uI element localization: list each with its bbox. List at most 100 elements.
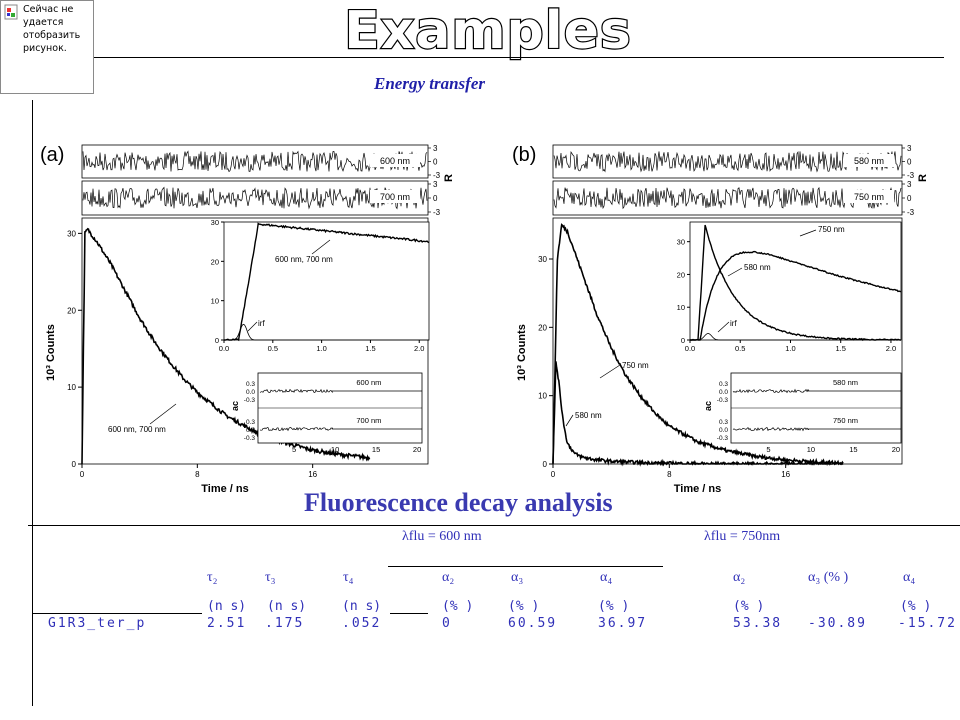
group-underline	[388, 566, 663, 567]
ac-trace	[259, 388, 334, 393]
inset-annotation: 750 nm	[818, 225, 845, 234]
ac-trace	[732, 427, 809, 432]
inset-x-tick-label: 2.0	[886, 344, 896, 353]
figure-caption: Fluorescence decay analysis	[304, 488, 613, 517]
x-tick-label: 16	[308, 470, 317, 479]
inset-x-tick-label: 0.0	[685, 344, 695, 353]
placeholder-text: Сейчас не удается отобразить рисунок.	[23, 4, 81, 54]
decay-curve-1	[552, 361, 844, 467]
inset-decay-curve	[224, 222, 430, 342]
residual-tick-label: 0	[433, 158, 438, 167]
y-tick-label: 20	[538, 323, 547, 332]
residual-label-bg	[370, 190, 420, 203]
residual-label-bg	[844, 190, 894, 203]
y-tick-label: 20	[67, 306, 76, 315]
ac-axis-label: ac	[703, 401, 713, 411]
series-label-leader	[149, 403, 177, 425]
table-cell: -30.89	[808, 616, 867, 631]
inset-annotation: 580 nm	[744, 263, 771, 272]
table-cell: 0	[442, 616, 452, 631]
y-tick-label: 0	[543, 460, 548, 469]
param-header: τ₂	[207, 570, 218, 585]
inset-curve-750	[690, 250, 902, 341]
y-axis-label: 10³ Counts	[516, 324, 528, 381]
series-label-leader	[599, 364, 621, 379]
unit-header: (n s)	[267, 599, 307, 614]
inset-annotation: irf	[730, 319, 737, 328]
residual-tick-label: 0	[907, 158, 912, 167]
series-label: 750 nm	[622, 361, 649, 370]
inset-x-tick-label: 0.0	[219, 344, 229, 353]
ac-label: 750 nm	[833, 416, 858, 425]
unit-header: (% )	[442, 599, 474, 614]
table-cell: .052	[342, 616, 382, 631]
inset-annotation: 600 nm, 700 nm	[275, 255, 333, 264]
table-cell: 36.97	[598, 616, 648, 631]
ac-x-tick-label: 5	[292, 445, 296, 454]
ac-label: 600 nm	[356, 378, 381, 387]
residual-tick-label: 3	[433, 180, 438, 189]
residual-tick-label: -3	[907, 208, 915, 217]
residual-trace	[82, 186, 428, 210]
inset-y-tick-label: 10	[677, 303, 685, 312]
y-tick-label: 30	[67, 229, 76, 238]
residual-label: 750 nm	[854, 192, 884, 202]
x-tick-label: 8	[667, 470, 672, 479]
inset-x-tick-label: 1.5	[365, 344, 375, 353]
row-name: G1R3_ter_p	[48, 616, 147, 631]
residual-tick-label: 3	[907, 144, 912, 153]
table-cell: 2.51	[207, 616, 247, 631]
residual-trace	[553, 151, 902, 173]
table-cell: -15.72	[898, 616, 957, 631]
residual-trace	[82, 150, 428, 173]
param-header: α₄	[600, 570, 613, 585]
inset-x-tick-label: 1.0	[785, 344, 795, 353]
residual-tick-label: -3	[433, 208, 441, 217]
row-divider	[390, 613, 428, 614]
decay-curve-0	[552, 223, 844, 466]
ac-x-tick-label: 15	[372, 445, 380, 454]
residual-axis-label: R	[443, 174, 455, 182]
decay-curve-0	[81, 227, 371, 465]
residual-label: 700 nm	[380, 192, 410, 202]
inset-x-tick-label: 0.5	[735, 344, 745, 353]
residual-tick-label: 3	[433, 144, 438, 153]
ac-tick-label: 0.0	[246, 427, 255, 434]
slide-title-text: Examples	[344, 1, 632, 61]
y-tick-label: 0	[72, 460, 77, 469]
y-tick-label: 30	[538, 255, 547, 264]
ac-tick-label: 0.3	[719, 381, 728, 388]
series-label: 600 nm, 700 nm	[108, 425, 166, 434]
ac-trace	[732, 388, 810, 394]
x-tick-label: 0	[80, 470, 85, 479]
panel-label: (a)	[40, 144, 64, 166]
ac-tick-label: 0.3	[719, 419, 728, 426]
residual-trace	[553, 186, 902, 210]
x-tick-label: 8	[195, 470, 200, 479]
residual-tick-label: 0	[433, 194, 438, 203]
unit-header: (% )	[508, 599, 540, 614]
param-header: α₃	[511, 570, 524, 585]
inset-y-tick-label: 20	[677, 270, 685, 279]
inset-annotation-leader	[799, 229, 817, 237]
series-label-leader	[565, 414, 574, 427]
ac-trace	[259, 426, 333, 432]
panel-label: (b)	[512, 144, 536, 166]
unit-header: (% )	[900, 599, 932, 614]
ac-tick-label: -0.3	[717, 397, 729, 404]
ac-x-tick-label: 20	[413, 445, 421, 454]
param-header: τ₃	[265, 570, 276, 585]
y-tick-label: 10	[538, 392, 547, 401]
ac-axis-label: ac	[230, 401, 240, 411]
unit-header: (n s)	[207, 599, 247, 614]
broken-image-icon	[4, 4, 18, 20]
unit-header: (n s)	[342, 599, 382, 614]
inset-frame	[223, 221, 430, 341]
residual-tick-label: -3	[433, 171, 441, 180]
left-margin-line	[32, 100, 33, 706]
slide-title: Examples	[343, 0, 632, 62]
inset-annotation-leader	[311, 239, 331, 255]
ac-x-tick-label: 20	[892, 445, 900, 454]
